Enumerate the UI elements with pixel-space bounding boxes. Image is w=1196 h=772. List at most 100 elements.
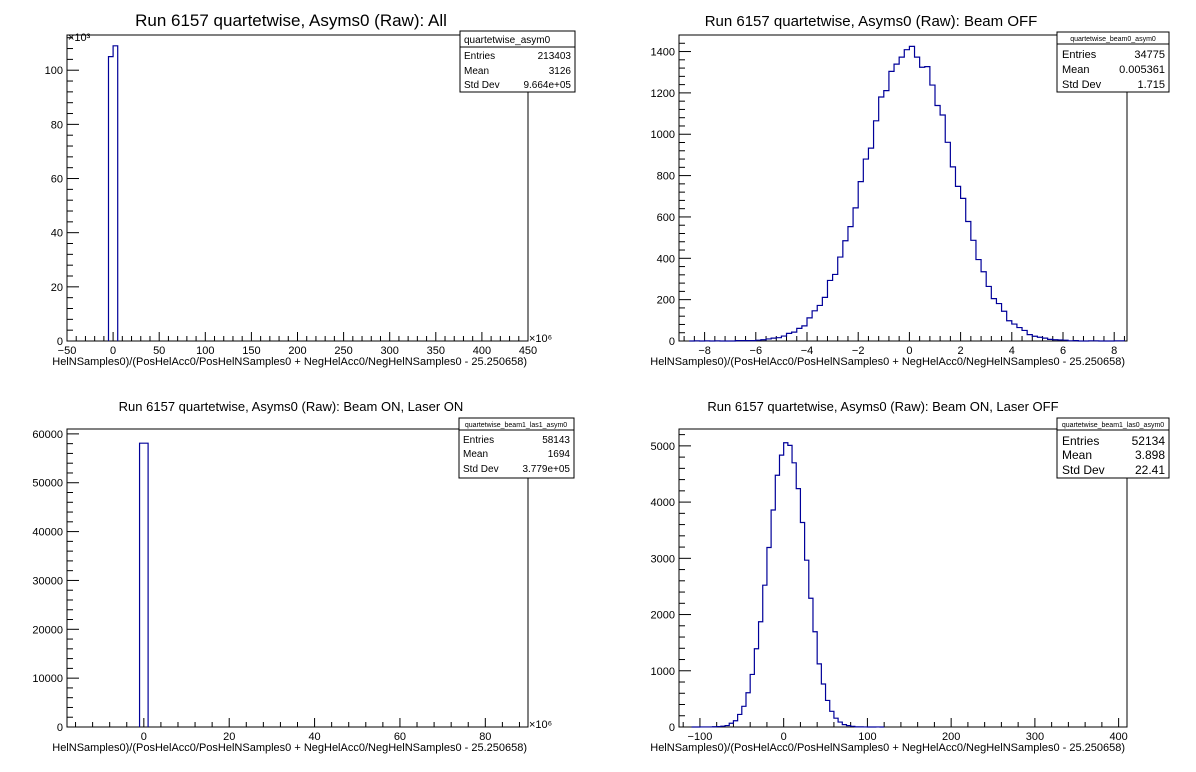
stats-std-label: Std Dev — [463, 464, 499, 475]
x-axis-multiplier: ×10⁶ — [529, 333, 552, 345]
pad-title: Run 6157 quartetwise, Asyms0 (Raw): Beam… — [119, 399, 464, 414]
y-tick-label: 80 — [51, 119, 63, 131]
y-tick-label: 20 — [51, 282, 63, 294]
y-tick-label: 40000 — [32, 527, 63, 539]
stats-box-frame — [1056, 417, 1170, 479]
histogram-outline — [107, 45, 119, 341]
y-axis-multiplier: ×10³ — [68, 32, 91, 44]
pad-beam-off: Run 6157 quartetwise, Asyms0 (Raw): Beam… — [650, 13, 1170, 368]
x-axis-label: HelNSamples0)/(PosHelAcc0/PosHelNSamples… — [650, 356, 1125, 368]
x-tick-label: 100 — [196, 345, 214, 357]
x-tick-label: −8 — [698, 345, 711, 357]
x-tick-label: 4 — [1009, 345, 1015, 357]
pad-beam-on-laser-on: Run 6157 quartetwise, Asyms0 (Raw): Beam… — [32, 399, 575, 754]
y-tick-label: 600 — [657, 212, 675, 224]
y-tick-label: 10000 — [32, 673, 63, 685]
x-tick-label: −50 — [58, 345, 77, 357]
stats-box-frame — [458, 417, 575, 479]
x-tick-label: 300 — [381, 345, 399, 357]
x-tick-label: −2 — [852, 345, 865, 357]
x-tick-label: 150 — [242, 345, 260, 357]
x-tick-label: 200 — [942, 731, 960, 743]
stats-name: quartetwise_asym0 — [464, 35, 551, 46]
x-axis-label: HelNSamples0)/(PosHelAcc0/PosHelNSamples… — [650, 742, 1125, 754]
x-tick-label: 50 — [153, 345, 165, 357]
y-tick-label: 1400 — [651, 47, 675, 59]
x-tick-label: 350 — [427, 345, 445, 357]
pad-title: Run 6157 quartetwise, Asyms0 (Raw): All — [135, 11, 447, 30]
plot-area: 0 20 40 60 80 0 10000 20000 30000 40000 50000 60000 — [32, 428, 529, 743]
x-tick-label: 40 — [308, 731, 320, 743]
x-tick-label: 200 — [288, 345, 306, 357]
histogram-outline — [138, 442, 149, 727]
stats-std-label: Std Dev — [1062, 79, 1102, 91]
plot-area: −50 0 50 100 150 200 250 300 350 400 4500204060801… — [45, 34, 537, 357]
y-tick-label: 3000 — [651, 553, 675, 565]
y-tick-label: 400 — [657, 253, 675, 265]
x-tick-label: 400 — [1109, 731, 1127, 743]
stats-entries-label: Entries — [1062, 434, 1099, 448]
x-tick-label: 6 — [1060, 345, 1066, 357]
stats-name: quartetwise_beam1_las0_asym0 — [1062, 422, 1164, 429]
stats-mean-value: 3126 — [549, 66, 572, 77]
y-tick-label: 40 — [51, 228, 63, 240]
stats-entries-label: Entries — [463, 435, 494, 446]
x-tick-label: 0 — [141, 731, 147, 743]
x-tick-label: 20 — [223, 731, 235, 743]
y-tick-label: 1000 — [651, 129, 675, 141]
stats-box-frame — [1056, 31, 1170, 93]
y-tick-label: 20000 — [32, 624, 63, 636]
stats-box: quartetwise_asym0 Entries 213403 Mean 31… — [459, 30, 576, 93]
x-tick-label: 80 — [479, 731, 491, 743]
y-tick-label: 60000 — [32, 429, 63, 441]
stats-std-value: 3.779e+05 — [522, 464, 570, 475]
x-tick-label: −6 — [750, 345, 763, 357]
y-tick-label: 30000 — [32, 575, 63, 587]
y-tick-label: 1000 — [651, 666, 675, 678]
pad-all: Run 6157 quartetwise, Asyms0 (Raw): All … — [45, 11, 576, 368]
stats-std-value: 1.715 — [1137, 79, 1165, 91]
y-tick-label: 200 — [657, 295, 675, 307]
histogram-outline — [689, 45, 1126, 342]
x-tick-label: 2 — [958, 345, 964, 357]
x-tick-label: 250 — [334, 345, 352, 357]
stats-std-value: 22.41 — [1135, 463, 1165, 477]
stats-std-value: 9.664e+05 — [523, 80, 571, 91]
pad-title: Run 6157 quartetwise, Asyms0 (Raw): Beam… — [705, 13, 1038, 30]
y-tick-label: 5000 — [651, 441, 675, 453]
stats-mean-value: 1694 — [548, 449, 571, 460]
x-axis-label: HelNSamples0)/(PosHelAcc0/PosHelNSamples… — [52, 742, 527, 754]
stats-mean-label: Mean — [464, 66, 489, 77]
x-axis-multiplier: ×10⁶ — [529, 719, 552, 731]
y-tick-label: 50000 — [32, 478, 63, 490]
stats-box: quartetwise_beam0_asym0 Entries 34775 Me… — [1056, 31, 1170, 93]
x-tick-label: 0 — [110, 345, 116, 357]
x-axis-label: HelNSamples0)/(PosHelAcc0/PosHelNSamples… — [52, 356, 527, 368]
stats-mean-label: Mean — [1062, 64, 1090, 76]
stats-box: quartetwise_beam1_las0_asym0 Entries 521… — [1056, 417, 1170, 479]
stats-box-frame — [459, 30, 576, 93]
y-tick-label: 0 — [57, 336, 63, 348]
x-tick-label: 0 — [781, 731, 787, 743]
stats-entries-label: Entries — [1062, 49, 1097, 61]
x-tick-label: 100 — [858, 731, 876, 743]
y-tick-label: 0 — [669, 336, 675, 348]
y-tick-label: 60 — [51, 174, 63, 186]
y-tick-label: 0 — [57, 722, 63, 734]
y-tick-label: 2000 — [651, 610, 675, 622]
pad-title: Run 6157 quartetwise, Asyms0 (Raw): Beam… — [707, 399, 1058, 414]
stats-mean-label: Mean — [463, 449, 488, 460]
stats-mean-value: 0.005361 — [1119, 64, 1165, 76]
stats-name: quartetwise_beam1_las1_asym0 — [465, 422, 567, 429]
y-tick-label: 0 — [669, 722, 675, 734]
stats-std-label: Std Dev — [1062, 463, 1105, 477]
x-tick-label: 400 — [473, 345, 491, 357]
stats-entries-value: 58143 — [542, 435, 570, 446]
y-tick-label: 4000 — [651, 497, 675, 509]
stats-std-label: Std Dev — [464, 80, 500, 91]
x-tick-label: 0 — [906, 345, 912, 357]
x-tick-label: 450 — [519, 345, 537, 357]
x-tick-label: −100 — [688, 731, 713, 743]
